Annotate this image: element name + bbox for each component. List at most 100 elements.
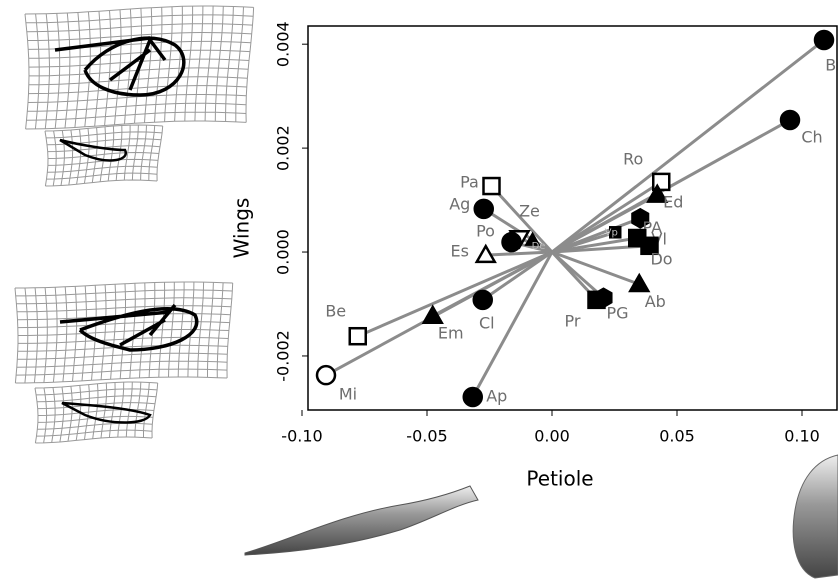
grid-line — [34, 13, 40, 129]
wing-outline — [59, 303, 199, 352]
grid-line — [84, 11, 91, 127]
point-label: Ch — [801, 128, 822, 147]
point — [609, 226, 622, 239]
connector — [551, 38, 825, 254]
point — [628, 272, 651, 293]
grid-line — [37, 408, 154, 416]
point-label: Po — [476, 222, 495, 241]
point-label: Br — [825, 56, 838, 75]
wing-outline — [54, 36, 186, 97]
grid-line — [245, 7, 255, 123]
grid-line — [36, 395, 157, 403]
grid-line — [14, 287, 19, 384]
grid-line — [17, 321, 230, 329]
grid-line — [235, 6, 244, 122]
grid-line — [28, 85, 247, 95]
point-label: Ap — [486, 387, 507, 406]
grid-line — [144, 7, 153, 123]
grid-line — [204, 5, 214, 122]
point — [813, 29, 835, 51]
grid-line — [28, 49, 251, 59]
plot-frame — [307, 25, 838, 411]
connector — [325, 250, 553, 377]
y-tick-label: 0.000 — [274, 229, 293, 275]
point-label: Es — [451, 242, 469, 261]
deformation-grids — [14, 5, 255, 444]
point — [482, 176, 501, 196]
point — [348, 326, 367, 346]
point-label: Pr — [565, 311, 581, 330]
grid-line — [25, 14, 254, 24]
point-label: PA — [642, 218, 662, 237]
grid-line — [15, 289, 233, 297]
connector — [551, 250, 640, 286]
point — [779, 109, 801, 131]
grid-line — [26, 23, 253, 33]
connector — [357, 250, 553, 338]
grid-line — [44, 124, 163, 132]
grid-line — [46, 172, 158, 180]
point — [421, 304, 444, 324]
x-tick-label: -0.05 — [406, 427, 447, 446]
grid-line — [16, 305, 232, 313]
x-tick-label: 0.05 — [659, 427, 695, 446]
point — [524, 231, 541, 246]
point-label: Ab — [645, 292, 666, 311]
point — [501, 231, 522, 253]
y-tick-label: -0.002 — [274, 330, 293, 382]
grid-line — [184, 6, 194, 122]
grid-line — [94, 11, 102, 127]
grid-line — [15, 376, 228, 384]
point — [462, 386, 483, 408]
point — [631, 207, 650, 229]
x-tick-label: 0.10 — [784, 427, 820, 446]
grid-line — [47, 151, 159, 159]
grid-line — [45, 179, 158, 187]
connector — [551, 180, 663, 254]
point-label: Ro — [623, 149, 643, 168]
grid-line — [25, 120, 247, 130]
point — [646, 183, 669, 203]
point-label: Vp — [605, 227, 618, 238]
grid-line — [164, 6, 173, 122]
grid-line — [36, 388, 158, 396]
x-tick-label: 0.00 — [534, 427, 570, 446]
point — [474, 243, 497, 264]
grid-line — [16, 360, 228, 368]
grid-line — [47, 165, 158, 173]
grid-line — [17, 352, 228, 360]
grid-line — [44, 13, 51, 129]
grid-line — [104, 10, 112, 126]
point-label: Ze — [519, 202, 540, 221]
x-axis-title: Petiole — [526, 467, 593, 491]
point-label: Em — [438, 323, 464, 342]
grid-line — [44, 130, 49, 187]
wing-outline — [59, 138, 127, 162]
connector — [485, 250, 553, 257]
point — [472, 289, 493, 311]
point-label: Cl — [479, 313, 495, 332]
grid-line — [34, 381, 158, 389]
grid-line — [27, 31, 252, 41]
grid-line — [225, 6, 234, 122]
grid-line — [27, 102, 247, 112]
grid-line — [26, 111, 247, 121]
petiole-shape — [244, 485, 479, 556]
y-axis-title: Wings — [230, 198, 254, 259]
y-tick-label: 0.002 — [274, 125, 293, 171]
point-label: Mi — [339, 385, 357, 404]
grid-line — [54, 13, 61, 129]
grid-line — [194, 5, 204, 122]
point-label: De — [532, 241, 546, 252]
grid-line — [74, 12, 81, 128]
point — [315, 364, 337, 386]
grid-line — [15, 281, 233, 289]
x-tick-label: -0.10 — [281, 427, 322, 446]
grid-line — [154, 7, 163, 123]
y-tick-label: 0.004 — [274, 21, 293, 67]
grid-line — [28, 76, 248, 86]
point — [587, 290, 606, 310]
point — [473, 198, 494, 220]
connector — [551, 230, 616, 254]
